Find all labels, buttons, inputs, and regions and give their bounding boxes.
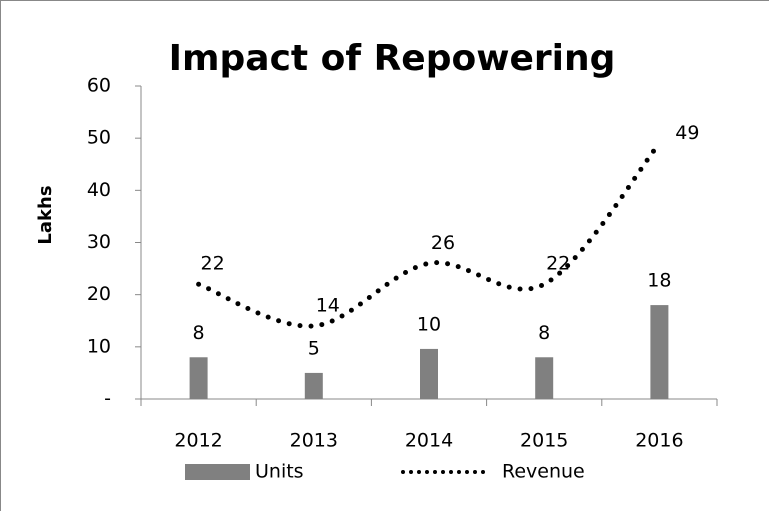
y-axis-label: Lakhs — [35, 185, 56, 244]
line-value-label: 22 — [201, 253, 225, 275]
line-value-label: 22 — [546, 253, 570, 275]
x-tick-label: 2013 — [290, 430, 338, 452]
y-tick-label: 60 — [87, 75, 111, 97]
legend-label: Revenue — [502, 461, 585, 483]
y-tick-label: 30 — [87, 231, 111, 253]
y-tick-label: 50 — [87, 127, 111, 149]
bar — [420, 348, 438, 399]
y-tick-label: 40 — [87, 179, 111, 201]
chart-title: Impact of Repowering — [169, 38, 616, 79]
bar-value-label: 5 — [308, 337, 320, 359]
bar — [189, 357, 208, 399]
line — [196, 140, 662, 329]
x-tick-label: 2012 — [174, 430, 222, 452]
x-tick-label: 2016 — [635, 430, 683, 452]
bar-value-label: 8 — [193, 322, 205, 344]
legend-swatch — [185, 464, 250, 480]
line-value-label: 49 — [675, 122, 699, 144]
line-value-label: 26 — [431, 232, 455, 254]
x-tick-label: 2014 — [405, 430, 453, 452]
line-value-label: 14 — [316, 294, 340, 316]
y-tick-label: 20 — [87, 283, 111, 305]
legend-label: Units — [255, 461, 304, 483]
bar-value-label: 18 — [647, 270, 671, 292]
bar — [304, 372, 323, 399]
y-tick-label: - — [104, 388, 111, 410]
bar-value-label: 8 — [538, 322, 550, 344]
bar-value-label: 10 — [417, 313, 441, 335]
y-tick-label: 10 — [87, 335, 111, 357]
bar — [650, 305, 669, 399]
bar — [535, 357, 554, 399]
x-tick-label: 2015 — [520, 430, 568, 452]
